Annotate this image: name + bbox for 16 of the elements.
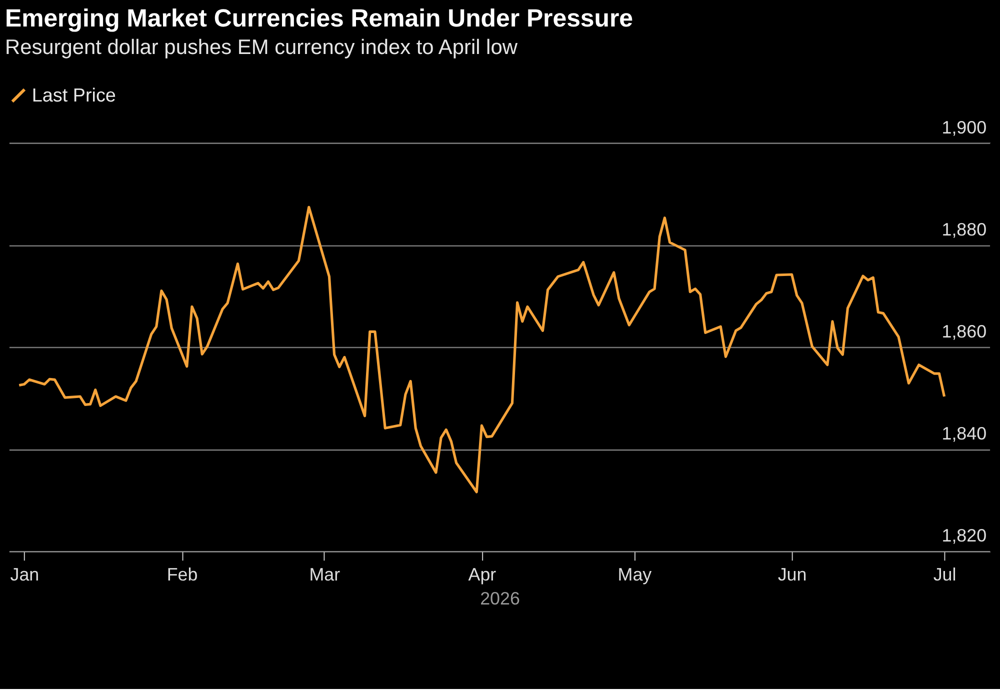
y-tick-label: 1,820 [942, 526, 987, 546]
y-tick-label: 1,880 [942, 219, 987, 240]
x-tick-label: May [618, 564, 652, 585]
x-tick-label: Jul [933, 564, 956, 585]
y-tick-label: 1,860 [942, 322, 987, 342]
x-tick-label: Mar [309, 564, 340, 585]
chart-subtitle: Resurgent dollar pushes EM currency index to April low [4, 36, 518, 60]
legend-label: Last Price [32, 85, 116, 106]
x-tick-label: Feb [166, 564, 198, 585]
y-tick-label: 1,900 [942, 117, 987, 138]
x-tick-label: Apr [468, 564, 496, 585]
y-tick-label: 1,840 [942, 424, 987, 444]
x-tick-label: Jun [778, 564, 807, 585]
x-tick-label: Jan [10, 564, 40, 585]
chart-title: Emerging Market Currencies Remain Under Pressure [4, 4, 634, 32]
x-axis-title: 2026 [480, 588, 520, 608]
